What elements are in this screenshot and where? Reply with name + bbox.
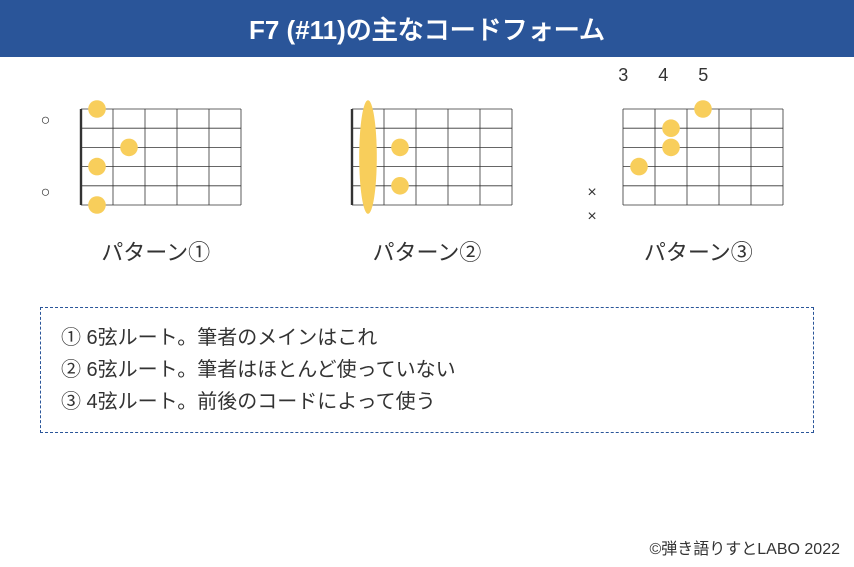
pattern-label: パターン① xyxy=(101,235,210,267)
muted-string-mark: × xyxy=(587,208,596,226)
fretboard-svg xyxy=(332,97,532,217)
fretboard-svg xyxy=(61,97,261,217)
fretboard-wrap: 345×× xyxy=(583,87,813,227)
pattern-label: パターン③ xyxy=(644,235,753,267)
finger-dot xyxy=(391,177,409,195)
copyright-text: ©弾き語りすとLABO 2022 xyxy=(649,535,840,559)
note-line: ③ 4弦ルート。前後のコードによって使う xyxy=(61,386,793,418)
page-title: F7 (#11)の主なコードフォーム xyxy=(0,0,854,57)
notes-box: ① 6弦ルート。筆者のメインはこれ② 6弦ルート。筆者はほとんど使っていない③ … xyxy=(40,307,814,433)
fretboard-wrap: ○○ xyxy=(41,87,271,227)
chord-diagram: ○○パターン① xyxy=(41,87,271,267)
fretboard-svg xyxy=(603,97,803,217)
chord-diagram: パターン② xyxy=(312,87,542,267)
finger-dot xyxy=(631,158,649,176)
barre-marker xyxy=(359,100,377,214)
finger-dot xyxy=(88,100,106,118)
fretboard-wrap xyxy=(312,87,542,227)
muted-string-mark: × xyxy=(587,184,596,202)
finger-dot xyxy=(88,158,106,176)
open-string-mark: ○ xyxy=(41,112,51,130)
fret-label: 4 xyxy=(658,65,668,86)
finger-dot xyxy=(663,119,681,137)
fret-label: 3 xyxy=(618,65,628,86)
finger-dot xyxy=(391,139,409,157)
finger-dot xyxy=(695,100,713,118)
finger-dot xyxy=(120,139,138,157)
diagrams-row: ○○パターン①パターン②345××パターン③ xyxy=(0,57,854,277)
chord-diagram: 345××パターン③ xyxy=(583,87,813,267)
finger-dot xyxy=(88,196,106,214)
finger-dot xyxy=(663,139,681,157)
open-string-mark: ○ xyxy=(41,184,51,202)
note-line: ② 6弦ルート。筆者はほとんど使っていない xyxy=(61,354,793,386)
note-line: ① 6弦ルート。筆者のメインはこれ xyxy=(61,322,793,354)
fret-labels: 3 4 5 xyxy=(583,65,813,85)
fret-label: 5 xyxy=(698,65,708,86)
pattern-label: パターン② xyxy=(373,235,482,267)
